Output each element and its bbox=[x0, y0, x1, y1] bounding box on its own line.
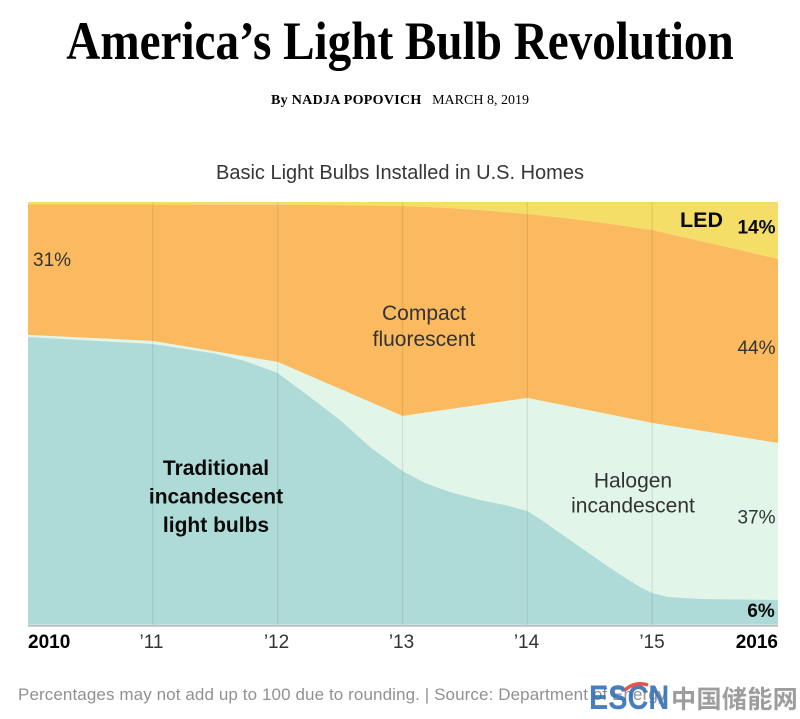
svg-text:fluorescent: fluorescent bbox=[373, 328, 476, 351]
svg-text:37%: 37% bbox=[737, 508, 775, 529]
svg-text:44%: 44% bbox=[737, 338, 775, 359]
svg-text:31%: 31% bbox=[33, 250, 71, 271]
svg-text:14%: 14% bbox=[737, 218, 775, 239]
svg-text:Percentages may not add up to: Percentages may not add up to 100 due to… bbox=[18, 685, 667, 704]
svg-text:’15: ’15 bbox=[639, 632, 664, 653]
svg-text:2016: 2016 bbox=[736, 632, 778, 653]
svg-text:Halogen: Halogen bbox=[594, 470, 672, 493]
svg-text:’12: ’12 bbox=[264, 632, 289, 653]
svg-text:incandescent: incandescent bbox=[571, 495, 695, 518]
svg-text:light bulbs: light bulbs bbox=[163, 514, 269, 537]
svg-text:Compact: Compact bbox=[382, 302, 466, 325]
svg-text:’13: ’13 bbox=[389, 632, 414, 653]
svg-text:6%: 6% bbox=[747, 601, 775, 622]
svg-text:’14: ’14 bbox=[514, 632, 540, 653]
svg-text:2010: 2010 bbox=[28, 632, 70, 653]
svg-text:LED: LED bbox=[680, 208, 723, 232]
svg-text:Traditional: Traditional bbox=[163, 457, 269, 480]
svg-text:ESCN: ESCN bbox=[589, 678, 669, 717]
svg-text:incandescent: incandescent bbox=[149, 486, 283, 509]
svg-text:’11: ’11 bbox=[140, 632, 164, 653]
